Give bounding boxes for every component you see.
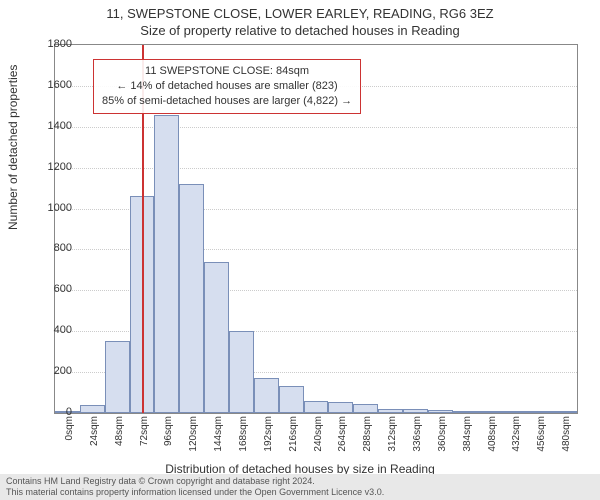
y-tick-label: 1400 <box>48 120 72 132</box>
y-tick-label: 800 <box>54 242 72 254</box>
x-tick-label: 384sqm <box>462 416 473 456</box>
histogram-bar <box>154 115 179 413</box>
x-tick-label: 432sqm <box>511 416 522 456</box>
x-tick-label: 24sqm <box>89 416 100 456</box>
y-tick-label: 1800 <box>48 38 72 50</box>
histogram-bar <box>502 411 527 413</box>
histogram-bar <box>328 402 353 413</box>
x-tick-label: 48sqm <box>114 416 125 456</box>
x-tick-label: 96sqm <box>163 416 174 456</box>
x-tick-label: 144sqm <box>213 416 224 456</box>
histogram-bar <box>453 411 478 413</box>
histogram-bar <box>304 401 329 413</box>
chart-title: 11, SWEPSTONE CLOSE, LOWER EARLEY, READI… <box>0 0 600 21</box>
info-box-line: ← 14% of detached houses are smaller (82… <box>102 79 352 94</box>
info-box-line: 85% of semi-detached houses are larger (… <box>102 94 352 109</box>
histogram-bar <box>279 386 304 413</box>
y-tick-label: 200 <box>54 365 72 377</box>
histogram-bar <box>254 378 279 413</box>
footer-line-2: This material contains property informat… <box>6 487 594 498</box>
x-tick-label: 216sqm <box>288 416 299 456</box>
y-tick-label: 600 <box>54 283 72 295</box>
x-tick-label: 264sqm <box>337 416 348 456</box>
x-tick-label: 0sqm <box>64 416 75 456</box>
footer-line-1: Contains HM Land Registry data © Crown c… <box>6 476 594 487</box>
grid-line <box>55 168 577 169</box>
histogram-bar <box>378 409 403 413</box>
x-tick-label: 168sqm <box>238 416 249 456</box>
x-tick-label: 480sqm <box>561 416 572 456</box>
x-tick-label: 192sqm <box>263 416 274 456</box>
info-box-line: 11 SWEPSTONE CLOSE: 84sqm <box>102 64 352 79</box>
y-tick-label: 1600 <box>48 79 72 91</box>
histogram-bar <box>527 411 552 413</box>
y-tick-label: 400 <box>54 324 72 336</box>
grid-line <box>55 127 577 128</box>
chart-container: { "title": "11, SWEPSTONE CLOSE, LOWER E… <box>0 0 600 500</box>
chart-subtitle: Size of property relative to detached ho… <box>0 21 600 38</box>
y-tick-label: 1000 <box>48 202 72 214</box>
plot-area: 11 SWEPSTONE CLOSE: 84sqm← 14% of detach… <box>54 44 578 414</box>
histogram-bar <box>80 405 105 413</box>
histogram-bar <box>428 410 453 413</box>
histogram-bar <box>105 341 130 413</box>
x-tick-label: 240sqm <box>313 416 324 456</box>
y-tick-label: 1200 <box>48 161 72 173</box>
x-tick-label: 336sqm <box>412 416 423 456</box>
x-tick-label: 456sqm <box>536 416 547 456</box>
histogram-bar <box>478 411 503 413</box>
x-tick-label: 120sqm <box>188 416 199 456</box>
info-box: 11 SWEPSTONE CLOSE: 84sqm← 14% of detach… <box>93 59 361 114</box>
x-tick-label: 288sqm <box>362 416 373 456</box>
x-tick-label: 72sqm <box>139 416 150 456</box>
histogram-bar <box>229 331 254 413</box>
histogram-bar <box>552 411 577 413</box>
histogram-bar <box>403 409 428 413</box>
y-axis-label: Number of detached properties <box>6 65 20 230</box>
x-tick-label: 408sqm <box>487 416 498 456</box>
footer-attribution: Contains HM Land Registry data © Crown c… <box>0 474 600 500</box>
x-tick-label: 312sqm <box>387 416 398 456</box>
histogram-bar <box>353 404 378 413</box>
histogram-bar <box>179 184 204 413</box>
x-tick-label: 360sqm <box>437 416 448 456</box>
histogram-bar <box>204 262 229 413</box>
